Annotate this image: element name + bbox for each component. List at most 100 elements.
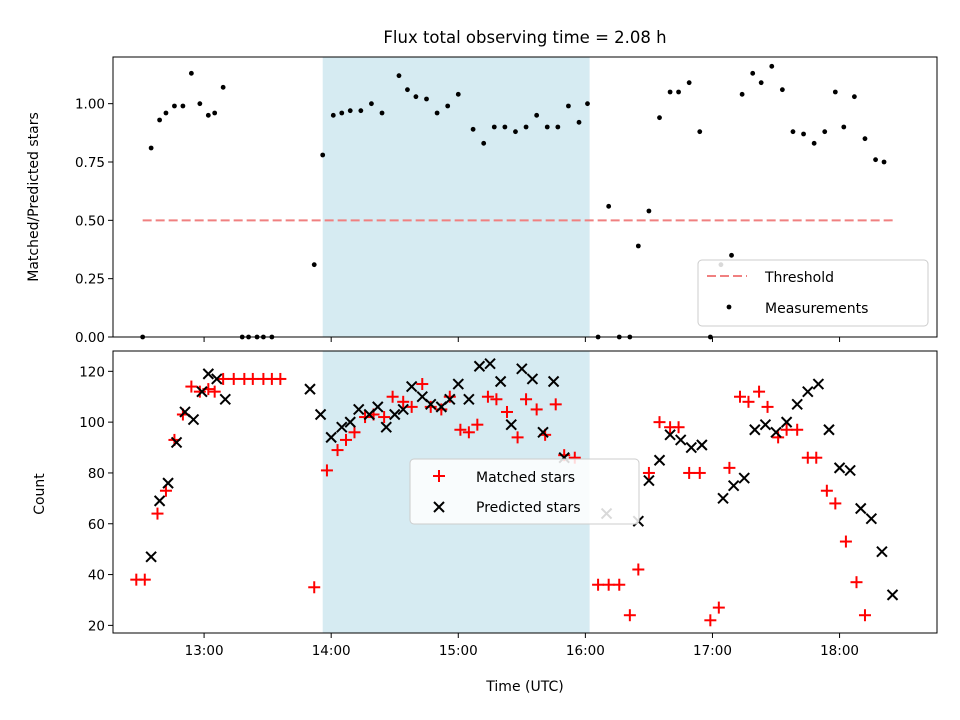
legend-matched-swatch: [433, 470, 445, 482]
predicted-star-point: [463, 393, 475, 405]
matched-star-point: [592, 578, 605, 591]
matched-star-point: [416, 378, 429, 391]
predicted-star-point: [886, 589, 899, 601]
measurement-point: [606, 203, 612, 209]
legend-threshold-label: Threshold: [764, 270, 834, 286]
bottom-y-tick-label: 20: [88, 618, 105, 634]
measurement-point: [523, 124, 529, 130]
matched-star-point: [193, 385, 206, 398]
predicted-star-point: [473, 360, 486, 372]
measurement-point: [758, 80, 764, 86]
measurement-point: [172, 103, 177, 109]
top-y-tick-label: 0.25: [75, 272, 105, 288]
top-y-tick-label: 0.00: [75, 330, 105, 346]
measurement-point: [576, 119, 582, 125]
matched-star-point: [481, 390, 494, 403]
measurement-point: [555, 124, 561, 130]
matched-star-point: [386, 390, 399, 403]
predicted-star-point: [674, 434, 687, 446]
matched-star-point: [761, 400, 774, 413]
measurement-point: [330, 112, 336, 118]
measurement-point: [790, 129, 796, 135]
matched-star-point: [159, 484, 172, 497]
predicted-star-point: [749, 424, 761, 436]
bottom-y-tick-label: 120: [79, 364, 105, 380]
top-legend: Threshold Measurements: [697, 259, 929, 327]
predicted-star-point: [537, 426, 549, 439]
measurement-point: [779, 87, 785, 93]
measurement-point: [205, 112, 211, 118]
predicted-star-point: [865, 512, 878, 525]
predicted-star-point: [484, 357, 496, 370]
predicted-star-point: [405, 380, 418, 393]
top-y-axis: 0.00 0.25 0.50 0.75 1.00: [75, 97, 113, 346]
matched-star-point: [753, 385, 766, 398]
matched-star-point: [683, 466, 696, 479]
measurement-point: [635, 243, 641, 249]
predicted-star-point: [397, 403, 409, 416]
measurement-point: [676, 89, 681, 95]
chart-title: Flux total observing time = 2.08 h: [383, 28, 666, 47]
matched-star-point: [653, 416, 666, 429]
predicted-star-point: [372, 401, 384, 413]
measurement-point: [841, 124, 847, 130]
predicted-star-point: [770, 426, 782, 439]
predicted-star-point: [547, 375, 560, 388]
top-observing-window-shade: [322, 57, 590, 337]
measurement-point: [822, 129, 828, 135]
matched-star-point: [138, 573, 151, 586]
predicted-star-point: [802, 385, 814, 398]
predicted-star-point: [653, 454, 666, 466]
top-y-axis-label: Matched/Predicted stars: [26, 112, 42, 282]
x-tick-label: 18:00: [820, 643, 859, 659]
measurement-point: [801, 131, 806, 137]
predicted-star-point: [196, 385, 208, 398]
predicted-star-point: [791, 398, 803, 411]
predicted-star-point: [759, 418, 772, 431]
matched-star-point: [490, 393, 503, 406]
x-tick-label: 15:00: [439, 643, 478, 659]
predicted-star-point: [876, 545, 888, 558]
predicted-star-point: [145, 551, 157, 563]
predicted-star-point: [389, 408, 401, 421]
top-y-tick-label: 0.75: [75, 155, 105, 171]
matched-star-point: [742, 395, 755, 408]
predicted-star-point: [452, 378, 464, 390]
x-tick-label: 17:00: [693, 643, 732, 659]
measurement-point: [851, 94, 857, 100]
matched-star-point: [530, 403, 543, 416]
measurement-point: [358, 108, 364, 114]
matched-star-point: [246, 372, 259, 385]
matched-star-point: [549, 398, 562, 411]
measurement-point: [424, 96, 429, 102]
predicted-star-point: [219, 393, 231, 405]
measurement-point: [405, 87, 410, 93]
bottom-legend: Matched stars Predicted stars: [409, 458, 640, 525]
measurement-point: [646, 208, 652, 214]
matched-star-point: [208, 385, 221, 398]
matched-star-point: [693, 466, 706, 479]
matched-star-point: [672, 421, 685, 434]
measurement-point: [396, 73, 402, 79]
bottom-y-tick-label: 40: [88, 568, 105, 584]
bottom-y-axis: 20 40 60 80 100 120: [79, 364, 113, 634]
matched-star-point: [151, 507, 164, 520]
measurement-point: [434, 110, 440, 116]
measurement-point: [413, 94, 419, 100]
matched-star-point: [632, 563, 645, 576]
predicted-star-point: [664, 429, 676, 441]
matched-star-point: [829, 497, 842, 510]
predicted-star-point: [353, 403, 365, 416]
predicted-star-point: [685, 441, 697, 454]
matched-star-point: [511, 431, 524, 444]
matched-star-point: [435, 403, 448, 416]
measurement-point: [585, 101, 590, 107]
matched-star-point: [397, 395, 410, 408]
matched-star-point: [274, 372, 287, 385]
predicted-star-point: [380, 421, 392, 433]
legend-matched-label: Matched stars: [476, 470, 575, 486]
predicted-star-point: [325, 431, 337, 444]
measurement-point: [657, 115, 662, 121]
predicted-star-point: [344, 416, 356, 428]
